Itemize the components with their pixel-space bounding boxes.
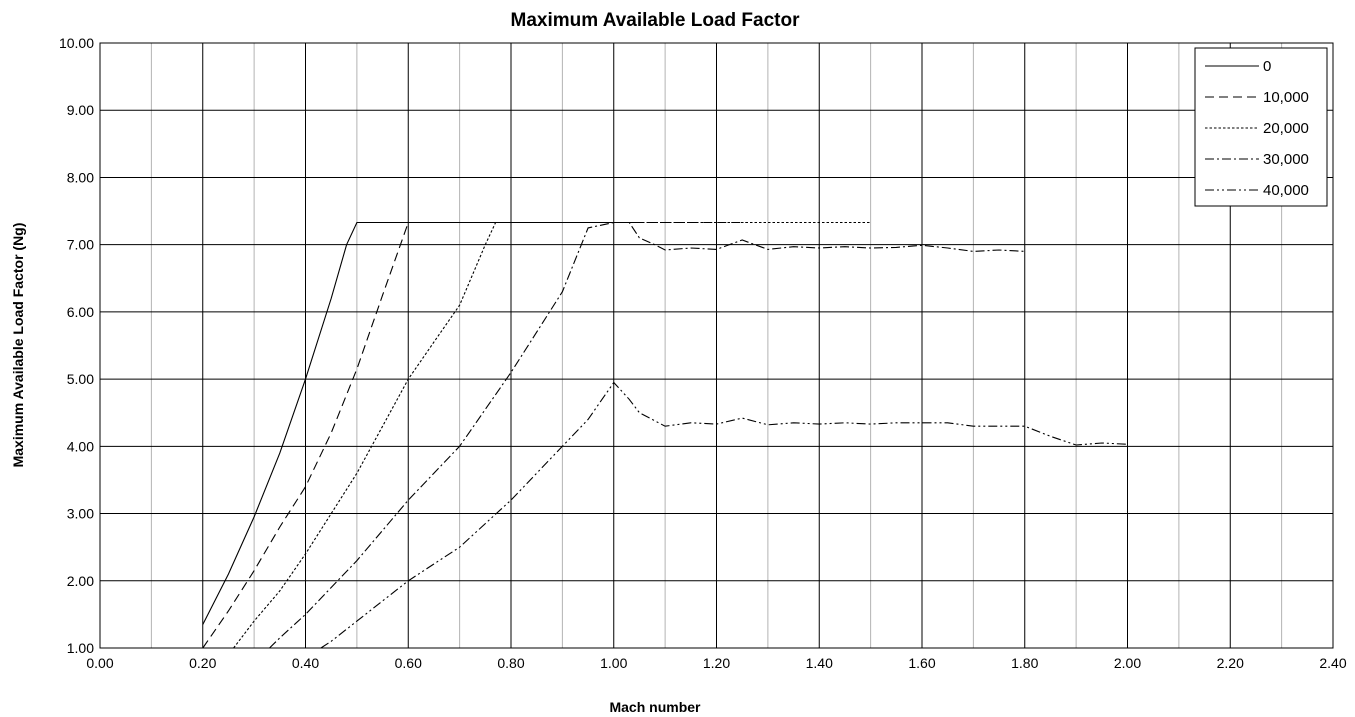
y-tick-label: 5.00: [67, 371, 94, 387]
series-line-3: [233, 221, 871, 649]
grid: [100, 43, 1333, 648]
x-tick-label: 1.40: [806, 655, 833, 671]
y-tick-label: 9.00: [67, 102, 94, 118]
x-tick-label: 2.20: [1217, 655, 1244, 671]
x-tick-label: 1.60: [908, 655, 935, 671]
series-line-5: [320, 381, 1128, 649]
y-tick-label: 3.00: [67, 506, 94, 522]
y-tick-label: 7.00: [67, 237, 94, 253]
y-tick-label: 2.00: [67, 573, 94, 589]
x-tick-label: 2.40: [1319, 655, 1346, 671]
y-tick-labels: 1.00 2.00 3.00 4.00 5.00 6.00 7.00 8.00 9.00 10.0…: [59, 35, 94, 656]
x-tick-label: 0.60: [395, 655, 422, 671]
legend-label: 30,000: [1263, 151, 1309, 168]
x-tick-label: 1.20: [703, 655, 730, 671]
x-axis-title: Mach number: [609, 699, 701, 715]
x-tick-label: 0.80: [497, 655, 524, 671]
series-line-2: [202, 221, 748, 649]
y-tick-label: 6.00: [67, 304, 94, 320]
y-tick-label: 1.00: [67, 640, 94, 656]
y-tick-label: 8.00: [67, 169, 94, 185]
legend: 0 10,000 20,000 30,000 40,000: [1194, 47, 1328, 207]
x-tick-labels: 0.00 0.20 0.40 0.60 0.80 1.00 1.20 1.40 1.60 1.80…: [86, 655, 1346, 671]
x-tick-label: 1.00: [600, 655, 627, 671]
series-lines: [202, 221, 1128, 649]
x-tick-label: 2.00: [1114, 655, 1141, 671]
legend-box: [1194, 47, 1328, 207]
legend-label: 20,000: [1263, 120, 1309, 137]
x-tick-label: 0.20: [189, 655, 216, 671]
legend-label: 10,000: [1263, 89, 1309, 106]
chart-title: Maximum Available Load Factor: [511, 10, 801, 31]
x-tick-label: 0.40: [292, 655, 319, 671]
series-line-1: [202, 221, 640, 625]
legend-label: 0: [1263, 58, 1271, 75]
y-tick-label: 10.00: [59, 35, 94, 51]
series-line-4: [269, 221, 1025, 649]
y-axis-title: Maximum Available Load Factor (Ng): [10, 223, 26, 468]
y-tick-label: 4.00: [67, 438, 94, 454]
x-tick-label: 0.00: [86, 655, 113, 671]
legend-label: 40,000: [1263, 182, 1309, 199]
plot-area: [99, 42, 1334, 649]
x-tick-label: 1.80: [1011, 655, 1038, 671]
